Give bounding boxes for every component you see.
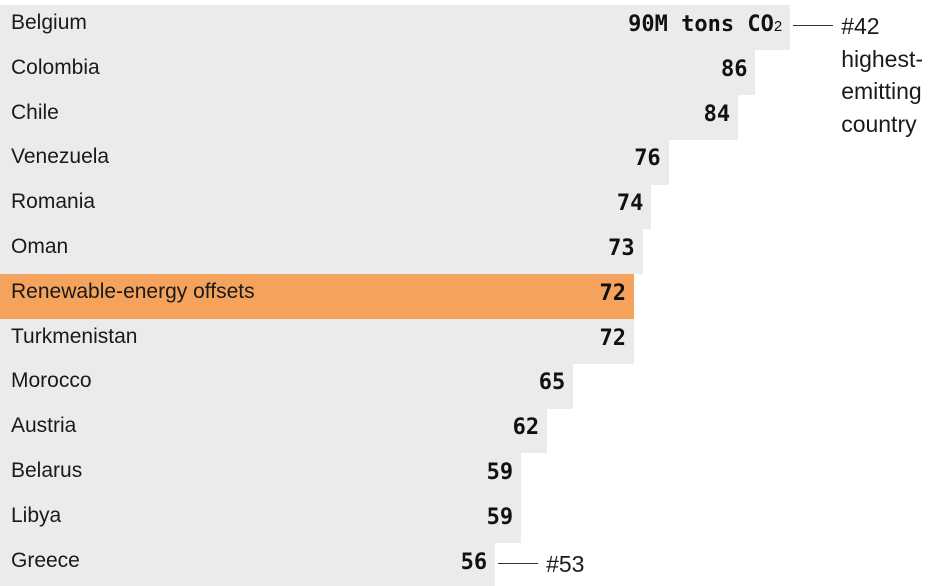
annotation-connector [793, 25, 834, 26]
bar-greece [0, 542, 496, 586]
value-number: 73 [608, 236, 635, 261]
category-label: Chile [11, 100, 59, 124]
value-label: 65 [539, 372, 566, 394]
bar-austria [0, 408, 548, 454]
value-label: 90M tons CO2 [628, 14, 782, 36]
category-label: Romania [11, 190, 96, 214]
value-label: 62 [513, 417, 540, 439]
value-number: 59 [486, 504, 514, 530]
value-number: 65 [538, 370, 566, 396]
value-number: 72 [599, 280, 626, 306]
bar-chile [0, 94, 739, 140]
value-unit: M tons CO [654, 12, 774, 37]
category-label: Austria [11, 414, 77, 438]
bar-morocco [0, 363, 574, 409]
value-label: 84 [703, 101, 731, 127]
category-label: Greece [11, 548, 80, 572]
bar-belgium [0, 5, 791, 51]
category-label: Renewable-energy offsets [11, 279, 255, 303]
value-number: 76 [634, 146, 661, 172]
value-label: 86 [720, 56, 748, 82]
category-label: Turkmenistan [11, 324, 138, 348]
bar-turkmenistan [0, 318, 634, 364]
value-label: 59 [487, 462, 514, 484]
category-label: Oman [11, 235, 69, 258]
value-label: 59 [486, 504, 514, 530]
value-number: 84 [703, 101, 731, 127]
category-label: Belarus [11, 459, 83, 482]
category-label: Morocco [11, 369, 92, 393]
value-number: 86 [720, 56, 748, 82]
bar-renewable-energy-offsets [0, 273, 634, 320]
value-label: 72 [599, 325, 626, 351]
bar-libya [0, 497, 522, 544]
bar-venezuela [0, 139, 669, 185]
value-label: 76 [634, 148, 661, 170]
value-number: 74 [616, 191, 644, 217]
bar-belarus [0, 453, 522, 499]
value-number: 62 [512, 415, 540, 441]
value-number: 72 [599, 325, 626, 351]
bar-oman [0, 229, 643, 275]
value-label: 72 [599, 280, 626, 306]
value-number: 59 [486, 460, 514, 485]
bar-romania [0, 184, 652, 230]
annotation-text: #53 [546, 550, 585, 577]
value-label: 56 [460, 549, 488, 575]
annotation-connector [498, 562, 539, 564]
category-label: Colombia [11, 55, 100, 79]
value-number: 56 [460, 549, 488, 575]
value-unit-subscript: 2 [773, 18, 783, 35]
bar-colombia [0, 49, 756, 96]
value-label: 74 [617, 193, 644, 215]
category-label: Belgium [11, 11, 87, 34]
category-label: Libya [11, 503, 62, 527]
annotation-text: #42 highest-emitting country [841, 13, 924, 137]
category-label: Venezuela [11, 145, 110, 169]
value-number: 90 [628, 12, 655, 37]
value-label: 73 [608, 238, 635, 260]
